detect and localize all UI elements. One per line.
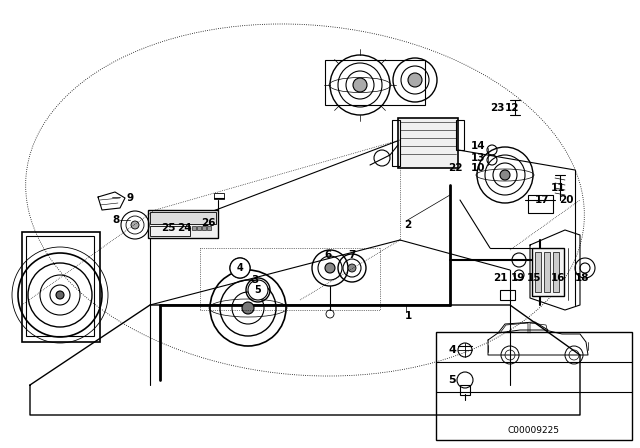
Text: 6: 6 [324, 250, 332, 260]
Text: 19: 19 [511, 273, 525, 283]
Text: 11: 11 [551, 183, 565, 193]
Text: 23: 23 [490, 103, 504, 113]
Circle shape [248, 280, 268, 300]
Circle shape [56, 291, 64, 299]
Text: 5: 5 [255, 285, 261, 295]
Text: 3: 3 [252, 275, 259, 285]
Bar [500, 290, 515, 300]
Circle shape [325, 263, 335, 273]
Bar [544, 252, 550, 292]
Bar [207, 226, 211, 230]
Text: 4: 4 [448, 345, 456, 355]
Bar [392, 120, 400, 166]
Bar [214, 193, 224, 199]
Circle shape [230, 258, 250, 278]
Circle shape [348, 264, 356, 272]
Text: 26: 26 [201, 218, 215, 228]
Text: 21: 21 [493, 273, 508, 283]
Bar [150, 226, 190, 236]
Circle shape [408, 73, 422, 87]
Circle shape [246, 278, 270, 302]
Text: 12: 12 [505, 103, 519, 113]
Text: 25: 25 [161, 223, 175, 233]
Circle shape [131, 221, 139, 229]
Circle shape [353, 78, 367, 92]
Text: 24: 24 [177, 223, 191, 233]
Bar [436, 332, 632, 440]
Bar [192, 226, 196, 230]
Bar [148, 210, 218, 238]
Circle shape [230, 258, 250, 278]
Circle shape [500, 170, 510, 180]
Bar [535, 252, 541, 292]
Circle shape [242, 302, 254, 314]
Text: 9: 9 [127, 193, 134, 203]
Bar [398, 118, 458, 168]
Text: 17: 17 [534, 195, 549, 205]
Bar [325, 60, 425, 105]
Text: 7: 7 [348, 250, 356, 260]
Bar [553, 252, 559, 292]
Bar [26, 236, 94, 336]
Bar [528, 195, 553, 213]
Bar [202, 226, 206, 230]
Text: 18: 18 [575, 273, 589, 283]
Text: 13: 13 [471, 153, 485, 163]
Bar [532, 248, 564, 296]
Text: 2: 2 [404, 220, 412, 230]
Text: 16: 16 [551, 273, 565, 283]
Text: 22: 22 [448, 163, 462, 173]
Text: 5: 5 [448, 375, 456, 385]
Text: 1: 1 [404, 311, 412, 321]
Bar [197, 226, 201, 230]
Bar [150, 212, 216, 224]
Text: 10: 10 [471, 163, 485, 173]
Text: 8: 8 [113, 215, 120, 225]
Text: 4: 4 [237, 263, 243, 273]
Bar [460, 385, 470, 395]
Text: C00009225: C00009225 [508, 426, 560, 435]
Bar [456, 120, 464, 150]
Text: 14: 14 [470, 141, 485, 151]
Text: 15: 15 [527, 273, 541, 283]
Text: 20: 20 [559, 195, 573, 205]
Bar [22, 232, 100, 342]
